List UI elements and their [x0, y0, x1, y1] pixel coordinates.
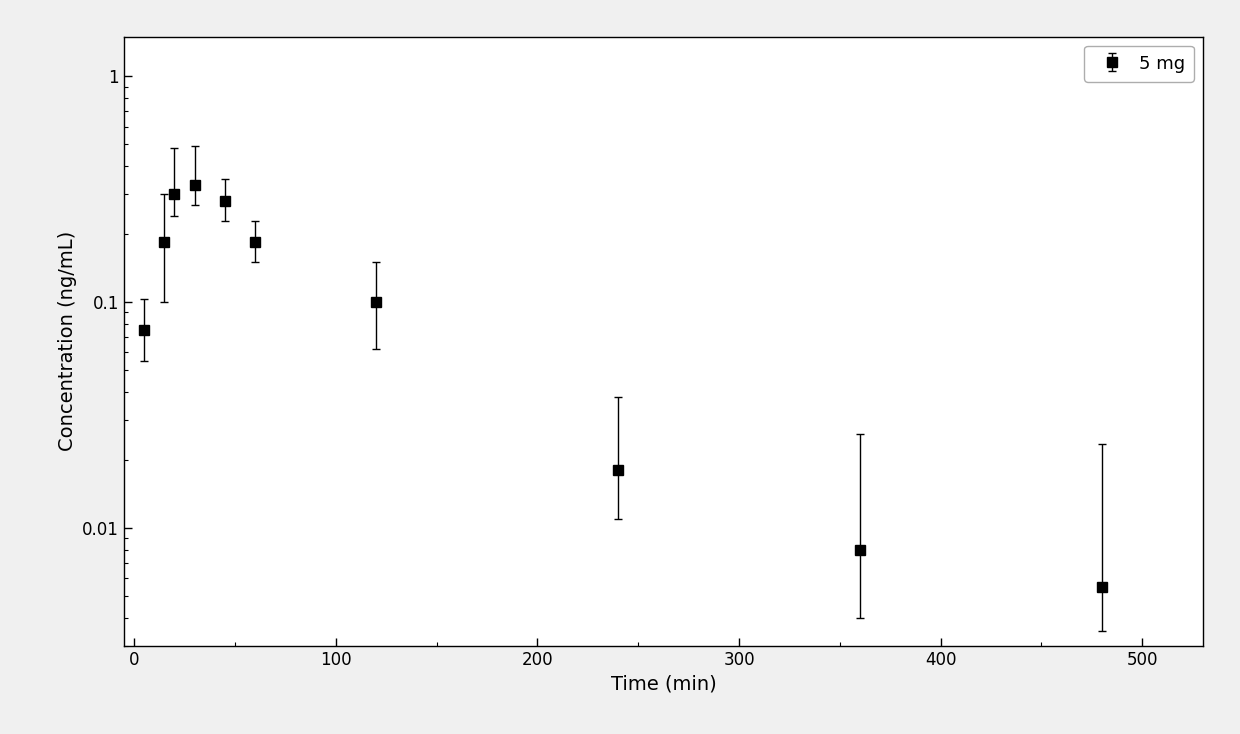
X-axis label: Time (min): Time (min) [610, 675, 717, 694]
Legend: 5 mg: 5 mg [1085, 46, 1194, 81]
Y-axis label: Concentration (ng/mL): Concentration (ng/mL) [58, 231, 77, 451]
